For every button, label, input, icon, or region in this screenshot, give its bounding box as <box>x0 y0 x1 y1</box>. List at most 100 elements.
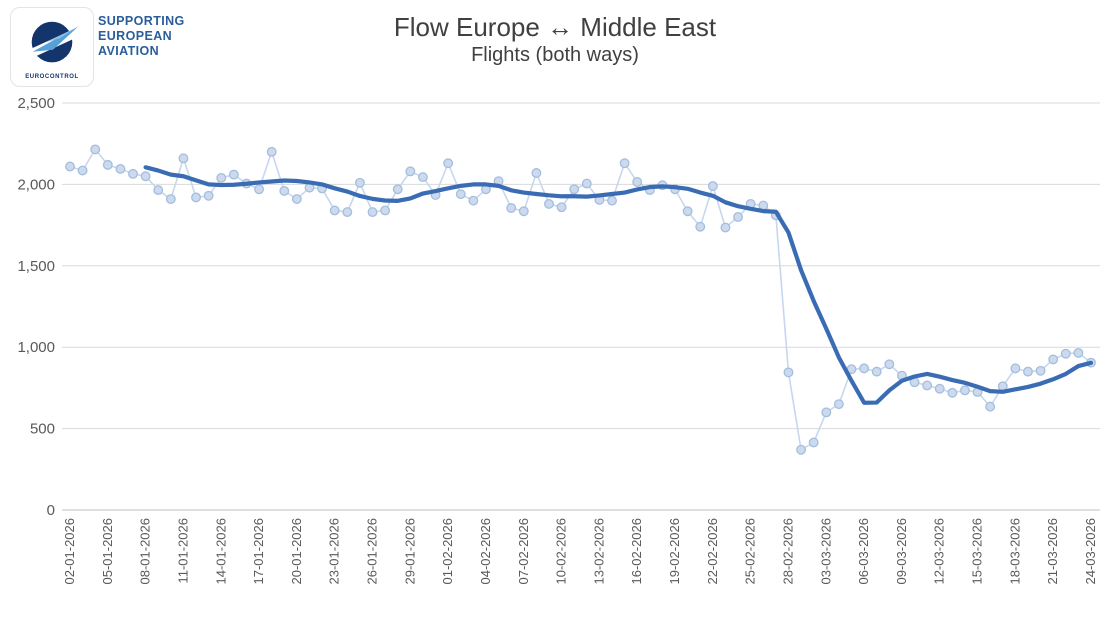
daily-data-point <box>985 401 996 412</box>
daily-data-point <box>77 165 88 176</box>
daily-data-point <box>707 181 718 191</box>
daily-data-point <box>720 222 731 233</box>
daily-data-point <box>632 177 643 187</box>
daily-data-point <box>821 407 832 418</box>
x-tick-label: 11-01-2026 <box>175 518 190 584</box>
daily-data-point <box>556 202 567 213</box>
daily-data-point <box>544 198 554 209</box>
daily-data-point <box>191 192 201 203</box>
logo-tagline: SUPPORTING EUROPEAN AVIATION <box>98 14 185 59</box>
daily-data-point <box>266 146 277 157</box>
chart-title: Flow Europe ↔ Middle East <box>393 12 717 42</box>
daily-data-point <box>934 383 945 394</box>
daily-data-point <box>228 169 239 180</box>
daily-data-point <box>808 437 819 448</box>
daily-data-point <box>1010 363 1021 374</box>
x-tick-label: 14-01-2026 <box>213 518 228 585</box>
daily-data-point <box>417 172 428 183</box>
daily-data-point <box>178 153 189 164</box>
daily-data-point <box>291 194 302 205</box>
daily-data-point <box>380 205 391 216</box>
y-axis-labels: 0 500 1,000 1,500 2,000 2,500 <box>17 95 55 519</box>
daily-data-point <box>140 171 151 182</box>
daily-data-point <box>405 166 416 177</box>
daily-data-point <box>216 172 227 183</box>
x-tick-label: 01-02-2026 <box>440 518 455 585</box>
x-tick-label: 07-02-2026 <box>516 518 531 585</box>
daily-data-point <box>569 184 580 195</box>
daily-data-point <box>90 144 101 155</box>
daily-data-point <box>455 189 466 200</box>
tagline-line-3: AVIATION <box>98 44 160 58</box>
x-tick-label: 19-02-2026 <box>667 518 682 585</box>
eurocontrol-logo: EUROCONTROL <box>10 7 94 87</box>
y-tick-label: 1,500 <box>17 258 55 275</box>
x-tick-label: 29-01-2026 <box>402 518 417 585</box>
daily-data-point <box>796 444 807 455</box>
daily-data-point <box>65 161 75 172</box>
daily-data-point <box>153 185 164 196</box>
x-tick-label: 09-03-2026 <box>894 518 909 585</box>
x-tick-label: 05-01-2026 <box>100 518 115 585</box>
eurocontrol-emblem-icon <box>28 21 79 62</box>
daily-data-point <box>619 158 630 169</box>
daily-data-point <box>922 380 933 391</box>
eurocontrol-wordmark: EUROCONTROL <box>25 73 79 80</box>
daily-series <box>65 144 1096 455</box>
chart-subtitle: Flights (both ways) <box>471 44 639 66</box>
daily-data-point <box>695 221 706 232</box>
x-axis-labels: 02-01-2026 05-01-2026 08-01-2026 11-01-2026… <box>62 518 1098 585</box>
daily-data-point <box>1023 366 1033 377</box>
y-tick-label: 2,000 <box>17 176 55 193</box>
daily-data-point <box>884 359 895 370</box>
x-tick-label: 17-01-2026 <box>251 518 266 585</box>
daily-data-point <box>342 207 353 218</box>
daily-series-line <box>69 148 1092 452</box>
daily-data-point <box>354 177 365 188</box>
x-tick-label: 22-02-2026 <box>705 518 720 585</box>
daily-data-point <box>506 203 517 213</box>
x-tick-label: 04-02-2026 <box>478 518 493 585</box>
daily-data-point <box>783 367 794 378</box>
x-tick-label: 21-03-2026 <box>1045 518 1060 585</box>
daily-data-point <box>279 185 290 196</box>
x-tick-label: 24-03-2026 <box>1083 518 1098 585</box>
tagline-line-2: EUROPEAN <box>98 29 173 43</box>
trend-series-line <box>143 165 1094 405</box>
daily-data-point <box>1035 365 1046 376</box>
y-tick-label: 0 <box>47 502 55 519</box>
daily-data-point <box>392 184 403 195</box>
daily-data-point <box>1073 347 1084 358</box>
daily-data-point <box>115 163 126 174</box>
y-tick-label: 2,500 <box>17 95 55 112</box>
daily-data-point <box>102 159 113 170</box>
daily-data-point <box>682 206 693 217</box>
tagline-line-1: SUPPORTING <box>98 14 185 28</box>
x-tick-label: 28-02-2026 <box>780 518 795 585</box>
daily-data-point <box>468 195 479 206</box>
daily-data-point <box>367 207 378 218</box>
daily-data-point <box>607 195 617 206</box>
daily-data-point <box>165 194 176 205</box>
x-tick-label: 23-01-2026 <box>327 518 342 585</box>
daily-data-point <box>254 184 265 195</box>
daily-data-point <box>960 385 970 396</box>
daily-data-point <box>128 168 138 179</box>
daily-data-point <box>581 178 592 189</box>
daily-data-point <box>518 206 529 217</box>
daily-data-point <box>443 158 454 169</box>
daily-data-point <box>859 363 870 374</box>
title-block: Flow Europe ↔ Middle East Flights (both … <box>0 12 1110 68</box>
x-tick-label: 20-01-2026 <box>289 518 304 585</box>
x-tick-label: 10-02-2026 <box>554 518 569 585</box>
x-tick-label: 16-02-2026 <box>629 518 644 585</box>
gridlines <box>62 102 1100 511</box>
x-tick-label: 26-01-2026 <box>365 518 380 585</box>
daily-data-point <box>833 399 844 410</box>
daily-data-point <box>733 212 744 222</box>
y-tick-label: 1,000 <box>17 339 55 356</box>
y-tick-label: 500 <box>30 421 55 438</box>
x-tick-label: 18-03-2026 <box>1007 518 1022 585</box>
